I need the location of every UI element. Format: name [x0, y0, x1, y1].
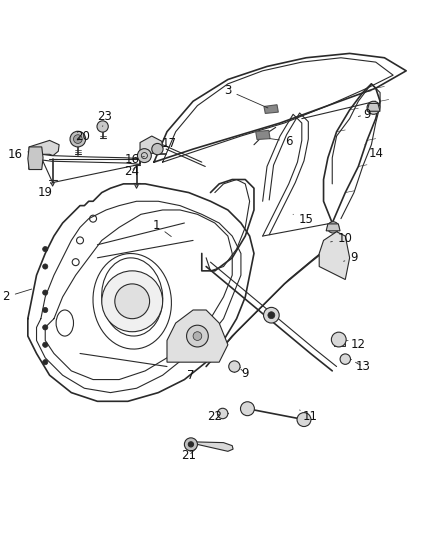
- Polygon shape: [264, 104, 278, 114]
- Text: 16: 16: [125, 152, 145, 166]
- Text: 6: 6: [270, 135, 293, 148]
- Text: 13: 13: [355, 360, 370, 373]
- Polygon shape: [140, 136, 162, 164]
- Text: 21: 21: [181, 449, 196, 462]
- Text: 14: 14: [365, 145, 383, 160]
- Polygon shape: [326, 224, 340, 231]
- Text: 19: 19: [38, 183, 53, 199]
- Circle shape: [152, 143, 163, 155]
- Circle shape: [188, 442, 194, 447]
- Circle shape: [332, 332, 346, 347]
- Polygon shape: [335, 343, 345, 345]
- Circle shape: [42, 308, 48, 312]
- Text: 20: 20: [75, 130, 90, 142]
- Text: 23: 23: [97, 110, 112, 126]
- Circle shape: [42, 342, 48, 348]
- Text: 17: 17: [162, 138, 177, 150]
- Polygon shape: [367, 103, 380, 111]
- Circle shape: [187, 325, 208, 347]
- Circle shape: [193, 332, 202, 341]
- Circle shape: [74, 135, 82, 143]
- Circle shape: [42, 246, 48, 252]
- Text: 15: 15: [293, 213, 314, 226]
- Circle shape: [42, 360, 48, 365]
- Circle shape: [217, 408, 228, 419]
- Text: 1: 1: [152, 219, 171, 237]
- Polygon shape: [319, 232, 350, 279]
- Circle shape: [115, 284, 150, 319]
- Text: 9: 9: [343, 251, 358, 264]
- Circle shape: [268, 312, 275, 319]
- Polygon shape: [188, 442, 233, 451]
- Polygon shape: [28, 147, 43, 169]
- Circle shape: [184, 438, 198, 451]
- Text: 16: 16: [7, 148, 28, 161]
- Circle shape: [42, 264, 48, 269]
- Polygon shape: [167, 310, 228, 362]
- Polygon shape: [256, 131, 270, 140]
- Text: 12: 12: [347, 338, 366, 351]
- Circle shape: [102, 271, 162, 332]
- Circle shape: [328, 222, 339, 233]
- Text: 7: 7: [187, 367, 200, 382]
- Circle shape: [97, 121, 108, 132]
- Text: 24: 24: [124, 165, 139, 178]
- Circle shape: [229, 361, 240, 372]
- Circle shape: [367, 101, 380, 114]
- Polygon shape: [29, 140, 59, 169]
- Text: 22: 22: [207, 410, 223, 423]
- Text: 3: 3: [224, 84, 268, 108]
- Circle shape: [240, 402, 254, 416]
- Circle shape: [138, 149, 152, 163]
- Text: 2: 2: [2, 289, 32, 303]
- Circle shape: [264, 308, 279, 323]
- Circle shape: [297, 413, 311, 426]
- Text: 9: 9: [241, 367, 249, 379]
- Circle shape: [70, 131, 86, 147]
- Text: 9: 9: [358, 108, 371, 121]
- Text: 10: 10: [331, 232, 353, 245]
- Circle shape: [42, 325, 48, 330]
- Circle shape: [42, 290, 48, 295]
- Circle shape: [340, 354, 350, 365]
- Text: 11: 11: [300, 410, 318, 423]
